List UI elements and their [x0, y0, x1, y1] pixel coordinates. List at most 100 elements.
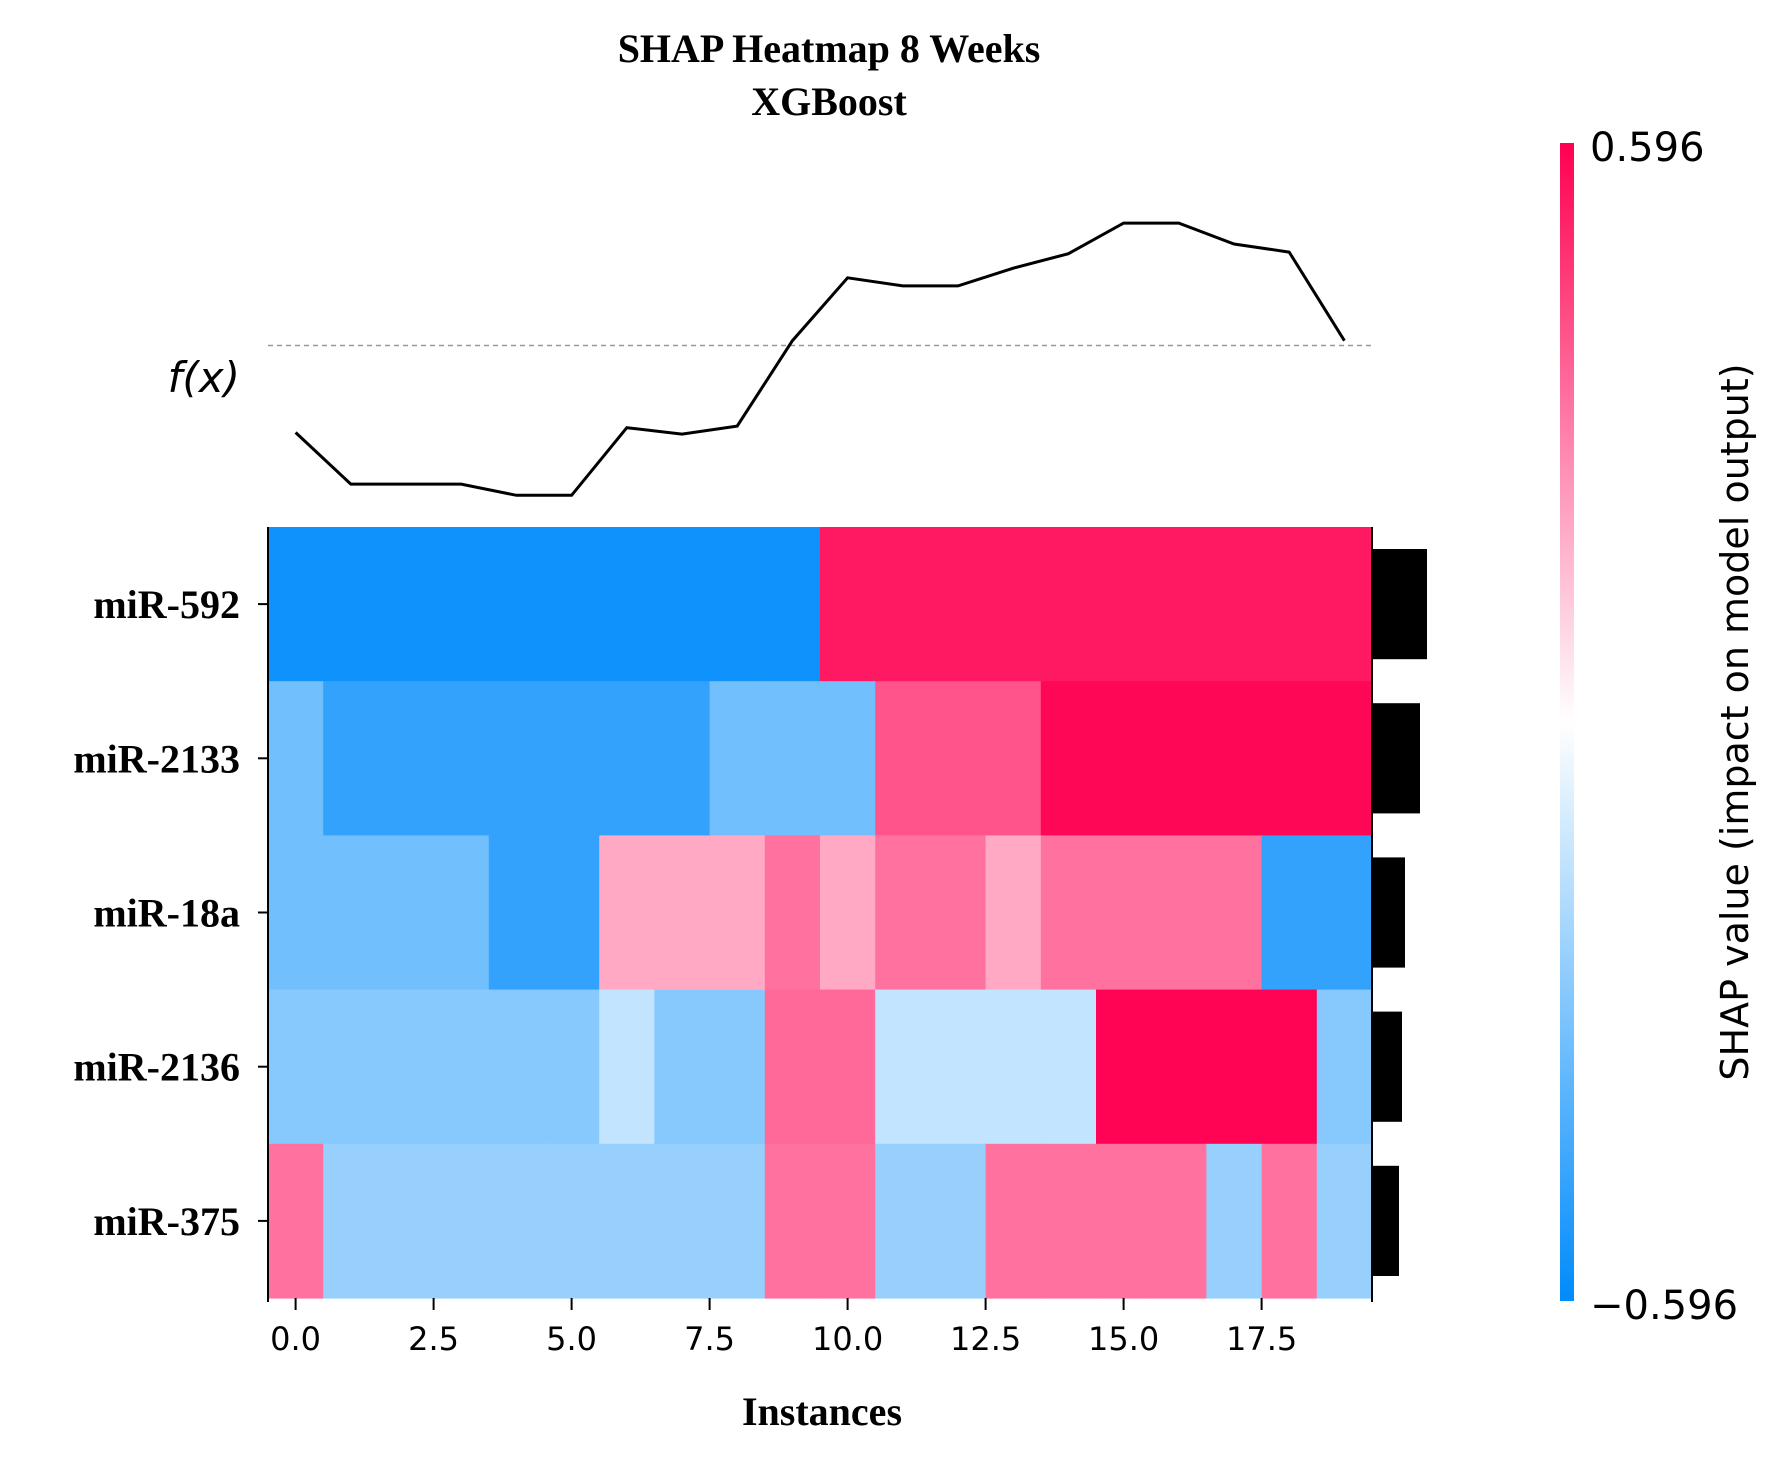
- heatmap-cell: [1261, 989, 1318, 1145]
- heatmap-cell: [323, 681, 379, 836]
- heatmap-cell: [1316, 527, 1373, 682]
- heatmap-cell: [488, 1143, 545, 1299]
- heatmap-cell: [1096, 527, 1152, 682]
- heatmap-cell: [1151, 527, 1207, 682]
- heatmap-cell: [1206, 681, 1263, 836]
- colorbar-max-label: 0.596: [1590, 125, 1705, 171]
- heatmap-cell: [1261, 681, 1318, 836]
- heatmap-cell: [1040, 681, 1097, 836]
- colorbar: [1560, 143, 1574, 1301]
- heatmap-cell: [654, 835, 711, 991]
- heatmap-cell: [268, 681, 324, 836]
- heatmap-cell: [599, 527, 655, 682]
- colorbar-min-label: −0.596: [1590, 1283, 1738, 1329]
- heatmap-cell: [1040, 1143, 1097, 1299]
- heatmap-cell: [930, 835, 987, 991]
- heatmap-cell: [820, 681, 876, 836]
- x-tick-label: 17.5: [1226, 1320, 1297, 1358]
- heatmap-cell: [1316, 681, 1373, 836]
- heatmap-cell: [654, 527, 711, 682]
- heatmap-cell: [1261, 527, 1318, 682]
- heatmap-cell: [544, 681, 600, 836]
- x-tick-label: 10.0: [812, 1320, 883, 1358]
- heatmap-cell: [1316, 1143, 1373, 1299]
- fx-line: [294, 221, 1346, 497]
- heatmap-cell: [488, 989, 545, 1145]
- heatmap-cell: [985, 835, 1042, 991]
- heatmap-cell: [1261, 1143, 1318, 1299]
- heatmap-cell: [268, 989, 324, 1145]
- heatmap-cell: [1151, 989, 1207, 1145]
- heatmap-cell: [875, 835, 931, 991]
- feature-label: miR-2133: [73, 736, 240, 781]
- heatmap-cell: [323, 1143, 379, 1299]
- heatmap-cell: [1206, 989, 1263, 1145]
- heatmap-cell: [1096, 681, 1152, 836]
- heatmap-cell: [378, 989, 435, 1145]
- heatmap-cell: [709, 989, 766, 1145]
- heatmap-cell: [654, 681, 711, 836]
- heatmap-cell: [378, 835, 435, 991]
- heatmap-cell: [1261, 835, 1318, 991]
- heatmap-cell: [378, 681, 435, 836]
- x-axis: 0.0 2.5 5.0 7.5 10.0 12.5 15.0 17.5: [267, 527, 1373, 1358]
- heatmap-cell: [875, 989, 931, 1145]
- importance-bar: [1372, 857, 1405, 968]
- heatmap-cell: [654, 1143, 711, 1299]
- heatmap-cell: [433, 681, 490, 836]
- fx-label: f(x): [168, 353, 240, 402]
- heatmap-cell: [1040, 835, 1097, 991]
- colorbar-label: SHAP value (impact on model output): [1713, 363, 1757, 1080]
- heatmap-cell: [985, 527, 1042, 682]
- heatmap-cell: [709, 527, 766, 682]
- heatmap-cell: [323, 835, 379, 991]
- heatmap-cell: [1206, 835, 1263, 991]
- feature-label: miR-2136: [73, 1045, 240, 1090]
- importance-bar: [1372, 1165, 1399, 1276]
- heatmap-cell: [599, 835, 655, 991]
- feature-label: miR-18a: [93, 891, 240, 936]
- heatmap-cell: [930, 527, 987, 682]
- heatmap-cell: [544, 835, 600, 991]
- heatmap-cell: [1316, 835, 1373, 991]
- heatmap-cell: [323, 989, 379, 1145]
- heatmap-cell: [599, 1143, 655, 1299]
- heatmap-cell: [930, 1143, 987, 1299]
- heatmap-cell: [985, 989, 1042, 1145]
- heatmap-cell: [875, 527, 931, 682]
- heatmap-cell: [709, 681, 766, 836]
- x-tick-label: 2.5: [408, 1320, 459, 1358]
- heatmap-cell: [599, 989, 655, 1145]
- importance-bar: [1372, 549, 1427, 660]
- heatmap-cell: [820, 1143, 876, 1299]
- heatmap-cell: [488, 681, 545, 836]
- heatmap-cell: [764, 681, 821, 836]
- chart-subtitle: XGBoost: [751, 79, 907, 124]
- feature-labels: miR-592 miR-2133 miR-18a miR-2136 miR-375: [73, 582, 268, 1244]
- heatmap-cell: [488, 835, 545, 991]
- chart-title: SHAP Heatmap 8 Weeks: [618, 26, 1041, 71]
- heatmap-cell: [1206, 1143, 1263, 1299]
- heatmap-cell: [985, 1143, 1042, 1299]
- x-tick-label: 12.5: [950, 1320, 1021, 1358]
- heatmap-cell: [1151, 1143, 1207, 1299]
- heatmap-cell: [764, 989, 821, 1145]
- x-tick-label: 15.0: [1088, 1320, 1159, 1358]
- heatmap-cell: [268, 527, 324, 682]
- heatmap-cell: [544, 989, 600, 1145]
- heatmap-cell: [433, 989, 490, 1145]
- heatmap-cell: [1206, 527, 1263, 682]
- heatmap-cell: [1096, 835, 1152, 991]
- heatmap-cell: [764, 527, 821, 682]
- heatmap-cell: [268, 1143, 324, 1299]
- heatmap-cell: [1151, 681, 1207, 836]
- heatmap-cell: [709, 1143, 766, 1299]
- heatmap-cell: [1151, 835, 1207, 991]
- heatmap-cell: [820, 527, 876, 682]
- heatmap-cell: [378, 1143, 435, 1299]
- heatmap-cell: [323, 527, 379, 682]
- importance-bar: [1372, 1011, 1402, 1122]
- heatmap-cell: [433, 835, 490, 991]
- heatmap-cell: [930, 989, 987, 1145]
- heatmap-cell: [654, 989, 711, 1145]
